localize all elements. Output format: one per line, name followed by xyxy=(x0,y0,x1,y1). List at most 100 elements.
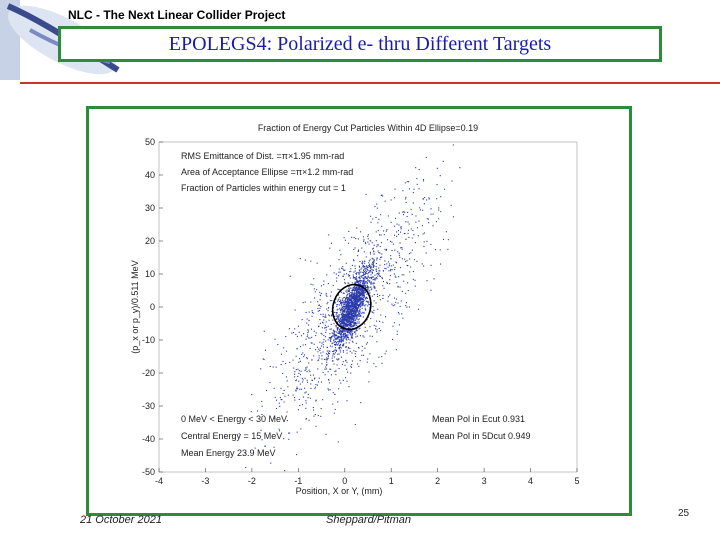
particle-point xyxy=(366,271,368,273)
particle-point xyxy=(358,265,360,267)
particle-point xyxy=(354,313,356,315)
particle-point xyxy=(283,389,285,391)
particle-point xyxy=(364,241,366,243)
particle-point xyxy=(385,316,387,318)
particle-point xyxy=(367,238,369,240)
particle-point xyxy=(285,363,287,365)
particle-point xyxy=(289,432,291,434)
particle-point xyxy=(407,282,409,284)
particle-point xyxy=(326,274,328,276)
particle-point xyxy=(295,355,297,357)
particle-point xyxy=(355,324,357,326)
particle-point xyxy=(370,215,372,217)
particle-point xyxy=(379,320,381,322)
particle-point xyxy=(363,281,365,283)
particle-point xyxy=(376,329,378,331)
particle-point xyxy=(343,310,345,312)
particle-point xyxy=(328,314,330,316)
particle-point xyxy=(313,330,315,332)
particle-point xyxy=(409,258,411,260)
particle-point xyxy=(325,433,327,435)
particle-point xyxy=(289,275,291,277)
particle-point xyxy=(355,311,357,313)
particle-point xyxy=(360,315,362,317)
particle-point xyxy=(375,269,377,271)
particle-point xyxy=(339,345,341,347)
particle-point xyxy=(329,315,331,317)
particle-point xyxy=(336,337,338,339)
particle-point xyxy=(416,227,418,229)
particle-point xyxy=(438,207,440,209)
particle-point xyxy=(375,268,377,270)
particle-point xyxy=(335,347,337,349)
particle-point xyxy=(325,368,327,370)
particle-point xyxy=(379,295,381,297)
particle-point xyxy=(357,308,359,310)
particle-point xyxy=(362,299,364,301)
particle-point xyxy=(353,299,355,301)
particle-point xyxy=(287,386,289,388)
particle-point xyxy=(343,322,345,324)
particle-point xyxy=(382,281,384,283)
particle-point xyxy=(430,289,432,291)
particle-point xyxy=(358,310,360,312)
particle-point xyxy=(335,374,337,376)
particle-point xyxy=(312,407,314,409)
particle-point xyxy=(356,328,358,330)
particle-point xyxy=(347,289,349,291)
particle-point xyxy=(363,272,365,274)
particle-point xyxy=(288,432,290,434)
particle-point xyxy=(342,313,344,315)
particle-point xyxy=(343,338,345,340)
particle-point xyxy=(296,348,298,350)
particle-point xyxy=(353,307,355,309)
particle-point xyxy=(364,262,366,264)
particle-point xyxy=(350,308,352,310)
particle-point xyxy=(363,293,365,295)
particle-point xyxy=(305,391,307,393)
particle-point xyxy=(351,312,353,314)
particle-point xyxy=(352,303,354,305)
particle-point xyxy=(349,274,351,276)
particle-point xyxy=(359,283,361,285)
particle-point xyxy=(325,293,327,295)
particle-point xyxy=(445,231,447,233)
particle-point xyxy=(322,371,324,373)
annotation-central-energy: Central Energy = 15 MeV xyxy=(181,431,282,441)
particle-point xyxy=(355,277,357,279)
particle-point xyxy=(347,302,349,304)
particle-point xyxy=(383,230,385,232)
particle-point xyxy=(372,261,374,263)
particle-point xyxy=(352,317,354,319)
particle-point xyxy=(372,263,374,265)
particle-point xyxy=(343,335,345,337)
particle-point xyxy=(327,357,329,359)
particle-point xyxy=(299,374,301,376)
particle-point xyxy=(339,271,341,273)
particle-point xyxy=(352,312,354,314)
particle-point xyxy=(328,350,330,352)
particle-point xyxy=(402,211,404,213)
particle-point xyxy=(342,334,344,336)
particle-point xyxy=(361,312,363,314)
particle-point xyxy=(346,380,348,382)
particle-point xyxy=(360,297,362,299)
particle-point xyxy=(339,349,341,351)
particle-point xyxy=(400,300,402,302)
particle-point xyxy=(337,321,339,323)
particle-point xyxy=(346,273,348,275)
particle-point xyxy=(342,305,344,307)
particle-point xyxy=(348,321,350,323)
particle-point xyxy=(379,252,381,254)
particle-point xyxy=(338,331,340,333)
particle-point xyxy=(349,311,351,313)
particle-point xyxy=(359,327,361,329)
particle-point xyxy=(350,336,352,338)
particle-point xyxy=(343,343,345,345)
particle-point xyxy=(370,270,372,272)
particle-point xyxy=(355,306,357,308)
particle-point xyxy=(334,335,336,337)
particle-point xyxy=(341,341,343,343)
particle-point xyxy=(410,266,412,268)
particle-point xyxy=(325,353,327,355)
